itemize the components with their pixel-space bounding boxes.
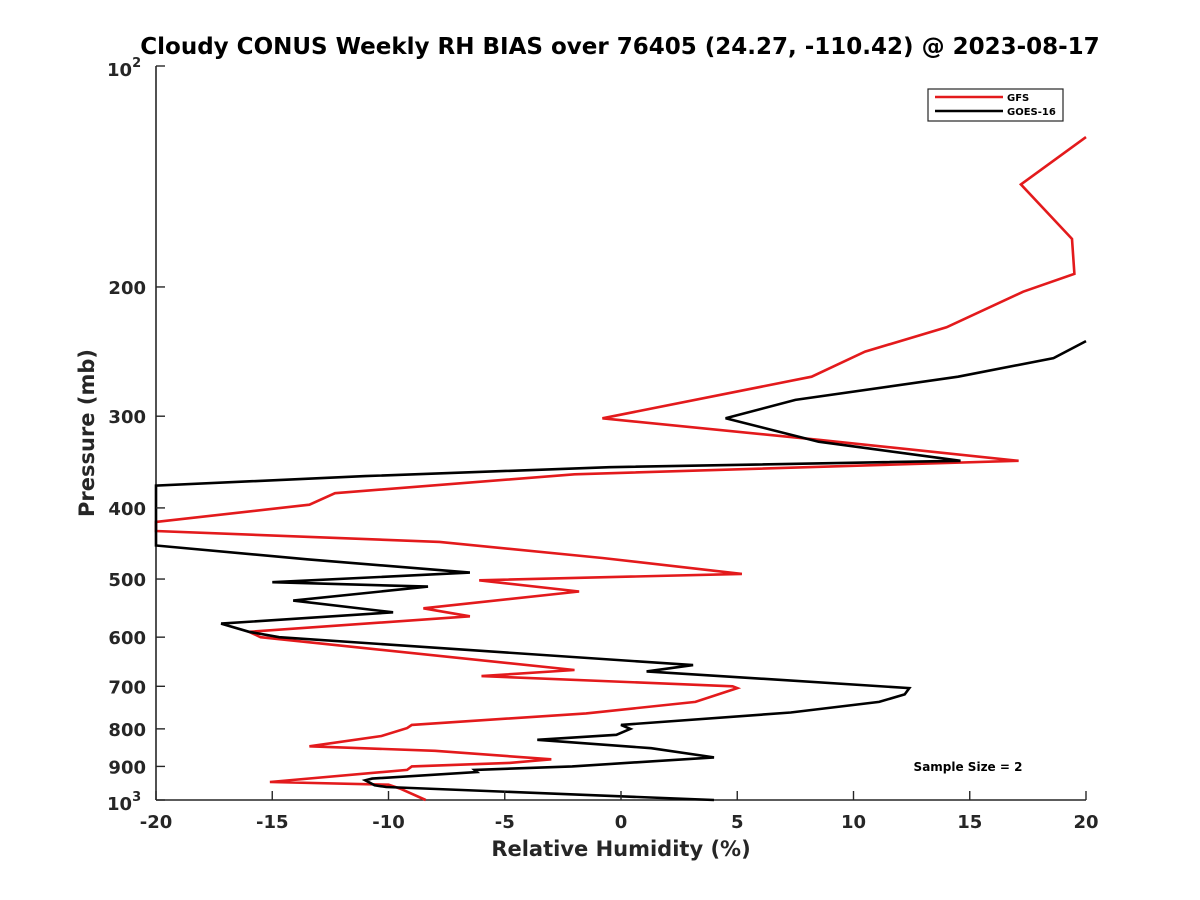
y-tick-label: 500 [108, 570, 146, 591]
y-tick-label: 300 [108, 407, 146, 428]
y-tick-label: 900 [108, 757, 146, 778]
x-tick-label: 5 [731, 812, 744, 833]
y-tick-label: 800 [108, 720, 146, 741]
plot-area [155, 66, 1086, 801]
sample-size-annotation: Sample Size = 2 [914, 760, 1023, 774]
y-axis-ticks: 200 300 400 500 600 700 800 900 [108, 65, 165, 801]
y-limit-bottom-label: 103 [107, 790, 141, 815]
x-tick-label: -5 [495, 812, 515, 833]
x-tick-label: 15 [957, 812, 982, 833]
legend-box [927, 88, 1064, 122]
series-layer [154, 136, 1087, 802]
x-tick-label: -10 [372, 812, 405, 833]
x-axis-ticks: -20 -15 -10 -5 0 5 10 15 20 [140, 791, 1099, 833]
x-tick-label: -20 [140, 812, 173, 833]
x-tick-label: -15 [256, 812, 289, 833]
series-line-gfs [154, 136, 1087, 802]
x-tick-label: 20 [1073, 812, 1098, 833]
x-tick-label: 0 [615, 812, 628, 833]
legend-label-gfs: GFS [1007, 93, 1029, 104]
chart-title: Cloudy CONUS Weekly RH BIAS over 76405 (… [140, 34, 1099, 60]
y-axis-label: Pressure (mb) [75, 349, 99, 517]
y-tick-label: 200 [108, 278, 146, 299]
series-line-goes16 [154, 339, 1087, 802]
y-tick-label: 700 [108, 677, 146, 698]
x-axis-label: Relative Humidity (%) [491, 837, 750, 861]
x-tick-label: 10 [841, 812, 866, 833]
plot-background [156, 66, 1086, 800]
legend-label-goes16: GOES-16 [1007, 107, 1056, 118]
y-limit-top-label: 102 [107, 56, 141, 81]
legend: GFS GOES-16 [927, 88, 1064, 122]
y-tick-label: 600 [108, 628, 146, 649]
y-tick-label: 400 [108, 499, 146, 520]
